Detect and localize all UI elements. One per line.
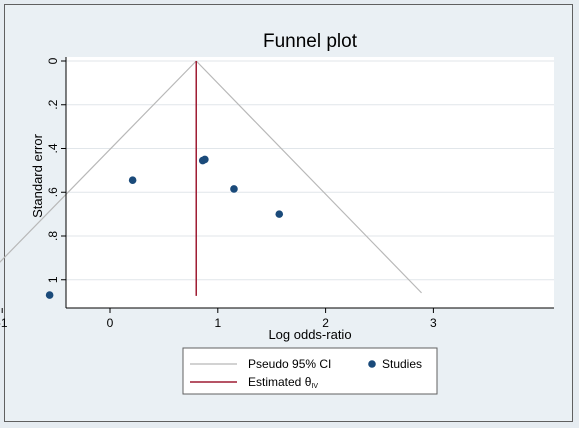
y-tick-label: .2: [46, 99, 60, 109]
y-tick-label: .6: [46, 187, 60, 197]
x-axis: -1 0 1 2 3: [0, 307, 554, 330]
legend-ci-label: Pseudo 95% CI: [248, 357, 331, 371]
legend: Pseudo 95% CI Studies Estimated θIV: [182, 347, 438, 395]
y-tick-label: 0: [46, 57, 60, 64]
x-axis-label: Log odds-ratio: [268, 327, 351, 342]
y-tick-label: .8: [46, 231, 60, 241]
plot-area: [66, 57, 554, 308]
study-points: [45, 155, 284, 299]
study-point: [201, 155, 209, 164]
pseudo-ci-lines: [0, 60, 422, 294]
x-tick-label: 0: [107, 316, 114, 330]
study-point: [128, 176, 137, 185]
pseudo-ci-line: [195, 60, 422, 294]
pseudo-ci-line: [0, 60, 197, 263]
gridlines: [66, 60, 554, 281]
study-point: [45, 291, 54, 299]
y-axis-label: Standard error: [30, 133, 45, 217]
study-point: [275, 210, 284, 218]
legend-estimate-subscript: IV: [311, 383, 318, 390]
x-tick-label: 2: [322, 316, 329, 330]
x-tick-label: 3: [430, 316, 437, 330]
x-tick-label: 1: [214, 316, 221, 330]
legend-estimate-text: Estimated θ: [248, 375, 312, 389]
x-tick-label: -1: [0, 316, 8, 330]
legend-box: [182, 347, 438, 395]
study-point: [230, 185, 238, 193]
y-axis: 0 .2 .4 .6 .8 1: [46, 57, 67, 308]
y-tick-label: .4: [46, 143, 60, 153]
legend-studies-marker: [368, 360, 376, 368]
chart-title: Funnel plot: [263, 31, 358, 52]
legend-estimate-label: Estimated θIV: [248, 375, 318, 390]
legend-studies-label: Studies: [382, 357, 422, 371]
y-tick-label: 1: [46, 276, 60, 283]
